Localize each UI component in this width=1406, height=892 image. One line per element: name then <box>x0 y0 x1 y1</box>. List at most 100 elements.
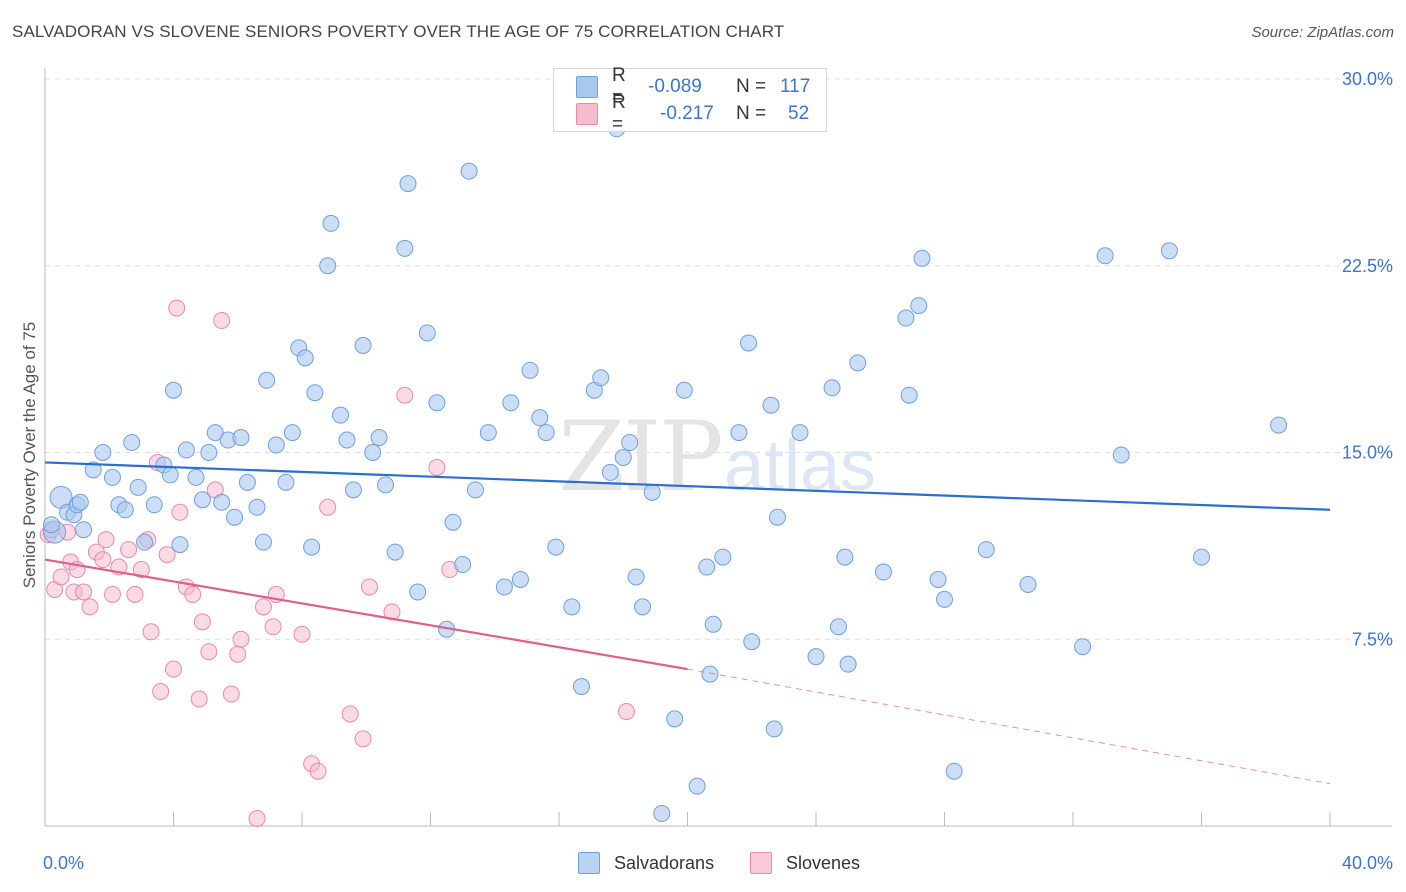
salvadorans-point <box>454 556 472 574</box>
salvadorans-point <box>1074 638 1092 656</box>
n-value: 52 <box>788 103 810 124</box>
slovenes-point <box>158 546 176 564</box>
axes <box>44 68 1392 827</box>
y-tick-label: 15.0% <box>1342 443 1393 463</box>
salvadorans-point <box>698 558 716 576</box>
salvadorans-point <box>94 444 112 461</box>
salvadorans-point <box>704 615 722 633</box>
slovenes-point <box>152 683 170 701</box>
salvadorans-point <box>762 396 780 414</box>
salvadorans-point <box>627 568 645 586</box>
salvadorans-point <box>511 570 529 588</box>
slovenes-point <box>97 531 115 549</box>
salvadorans-point <box>495 578 513 596</box>
salvadorans-point <box>521 361 539 379</box>
slovenes-point <box>428 458 446 476</box>
salvadorans-point <box>714 548 732 566</box>
salvadorans-point <box>177 441 195 459</box>
y-tick-label: 7.5% <box>1352 629 1393 649</box>
r-value: -0.217 <box>660 103 714 124</box>
salvadorans-point <box>466 481 484 499</box>
salvadorans-point <box>200 444 218 461</box>
salvadorans-point <box>479 424 497 442</box>
salvadorans-point <box>206 424 224 442</box>
salvadorans-point <box>283 424 301 442</box>
salvadorans-point <box>836 548 854 566</box>
y-tick-label: 22.5% <box>1342 256 1393 276</box>
n-label: N = <box>736 103 767 124</box>
salvadorans-point <box>977 541 995 559</box>
salvadorans-point <box>1193 548 1210 566</box>
slovenes-point <box>132 561 150 579</box>
salvadorans-point <box>42 516 60 534</box>
salvadorans-point <box>688 777 706 795</box>
slovenes-points <box>39 299 635 828</box>
salvadorans-point <box>238 473 256 491</box>
legend-label-slovenes: Slovenes <box>786 852 861 873</box>
salvadorans-point <box>791 424 809 442</box>
salvadorans-point <box>897 309 915 327</box>
slovenes-point <box>165 660 182 678</box>
salvadorans-point <box>123 434 141 452</box>
salvadorans-point <box>740 334 758 352</box>
x-tick-label: 0.0% <box>43 853 84 873</box>
slovenes-point <box>396 386 414 404</box>
y-axis-title: Seniors Poverty Over the Age of 75 <box>20 321 39 589</box>
slovenes-point <box>248 810 266 828</box>
salvadorans-point <box>319 257 337 275</box>
salvadorans-point <box>428 394 446 412</box>
slovenes-point <box>103 585 121 603</box>
slovenes-point <box>52 568 70 586</box>
salvadorans-point <box>743 633 761 651</box>
slovenes-point <box>75 583 93 601</box>
salvadorans-point <box>643 483 661 501</box>
salvadorans-point <box>563 598 581 616</box>
salvadorans-point <box>103 468 121 486</box>
salvadorans-point <box>913 249 931 267</box>
salvadorans-point <box>409 583 427 601</box>
tick-labels: 7.5% 15.0% 22.5% 30.0% 0.0% 40.0% <box>43 69 1393 873</box>
salvadorans-point <box>936 590 953 608</box>
salvadorans-point <box>675 381 693 399</box>
salvadorans-swatch <box>578 852 600 874</box>
salvadorans-point <box>338 431 356 449</box>
salvadorans-point <box>129 478 147 496</box>
salvadorans-point <box>344 481 362 499</box>
correlation-legend: R = -0.089 N = 117 R = -0.217 N = 52 <box>553 65 827 135</box>
salvadorans-point <box>634 598 652 616</box>
salvadorans-point <box>248 498 266 516</box>
salvadorans-point <box>929 570 947 588</box>
salvadorans-point <box>136 533 154 551</box>
salvadorans-point <box>226 508 244 526</box>
salvadorans-point <box>1160 242 1178 260</box>
salvadorans-point <box>572 678 590 696</box>
slovenes-point <box>383 603 401 621</box>
salvadorans-point <box>592 369 610 387</box>
slovenes-point <box>184 585 202 603</box>
salvadorans-point <box>666 710 684 728</box>
salvadorans-point <box>900 386 918 404</box>
salvadorans-point <box>71 493 89 511</box>
slovenes-point <box>360 578 378 596</box>
salvadorans-point <box>765 720 783 738</box>
salvadorans-swatch <box>576 76 598 98</box>
salvadorans-point <box>377 476 395 494</box>
slovenes-point <box>190 690 208 708</box>
salvadorans-points <box>42 120 1288 823</box>
salvadorans-point <box>399 175 417 193</box>
salvadorans-point <box>823 379 841 397</box>
salvadorans-point <box>332 406 350 424</box>
slovenes-point <box>171 503 189 521</box>
salvadorans-point <box>601 463 619 481</box>
slovenes-point <box>168 299 186 317</box>
legend-row-slovenes: R = -0.217 N = 52 <box>576 92 810 135</box>
slovenes-point <box>319 498 337 516</box>
salvadorans-point <box>768 508 786 526</box>
legend-label-salvadorans: Salvadorans <box>614 852 715 873</box>
salvadorans-point <box>171 536 189 554</box>
salvadorans-point <box>370 429 388 447</box>
series-legend: Salvadorans Slovenes <box>0 852 1406 876</box>
salvadorans-point <box>730 424 748 442</box>
y-tick-label: 30.0% <box>1342 69 1393 89</box>
source-label: Source: ZipAtlas.com <box>1251 24 1394 41</box>
